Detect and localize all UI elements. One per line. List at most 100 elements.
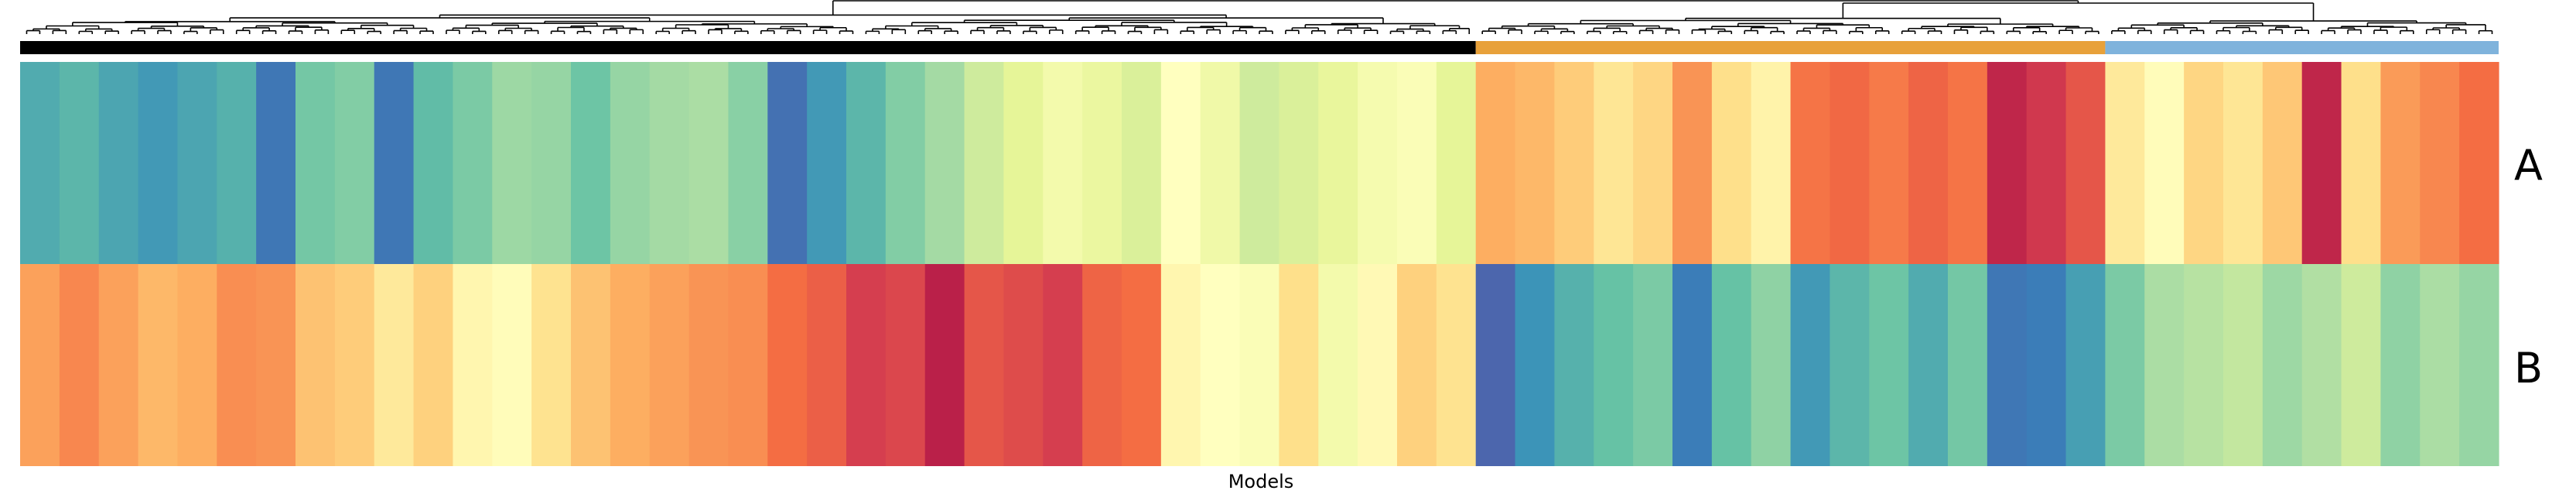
heatmap-cell-a <box>571 62 611 264</box>
heatmap-cell-a <box>531 62 572 264</box>
dendrogram <box>26 0 2493 34</box>
heatmap-cell-a <box>1554 62 1594 264</box>
heatmap-cell-b <box>885 264 926 466</box>
heatmap-cell-a <box>2184 62 2224 264</box>
heatmap-cell-a <box>2459 62 2499 264</box>
heatmap-cell-a <box>807 62 847 264</box>
heatmap-cell-a <box>1515 62 1556 264</box>
heatmap-cell-b <box>846 264 887 466</box>
heatmap-cell-a <box>649 62 690 264</box>
heatmap-cell-b <box>1318 264 1358 466</box>
heatmap-cell-a <box>1318 62 1358 264</box>
heatmap-cell-a <box>1239 62 1280 264</box>
heatmap-cell-a <box>217 62 257 264</box>
row-label-b: B <box>2514 344 2543 393</box>
heatmap-cell-b <box>1948 264 1988 466</box>
heatmap-cell-a <box>1160 62 1201 264</box>
heatmap-cell-a <box>1790 62 1831 264</box>
heatmap-cell-a <box>1122 62 1162 264</box>
heatmap-cell-b <box>1397 264 1437 466</box>
heatmap-cell-a <box>964 62 1005 264</box>
heatmap-cell-b <box>1790 264 1831 466</box>
heatmap-cell-a <box>1279 62 1319 264</box>
heatmap-cell-b <box>2144 264 2185 466</box>
heatmap-cell-a <box>1594 62 1634 264</box>
heatmap-cell-b <box>1987 264 2028 466</box>
heatmap-cell-b <box>688 264 729 466</box>
heatmap-cell-b <box>2420 264 2460 466</box>
heatmap-cell-b <box>453 264 493 466</box>
heatmap-cell-a <box>59 62 100 264</box>
heatmap-cell-b <box>2380 264 2421 466</box>
heatmap-cell-a <box>413 62 454 264</box>
heatmap-cell-a <box>296 62 336 264</box>
heatmap-cell-a <box>885 62 926 264</box>
heatmap-cells <box>20 62 2499 466</box>
heatmap-cell-a <box>1082 62 1122 264</box>
heatmap-cell-a <box>2341 62 2382 264</box>
heatmap-cell-b <box>1830 264 1870 466</box>
heatmap-cell-a <box>1987 62 2028 264</box>
heatmap-cell-b <box>492 264 532 466</box>
heatmap-cell-b <box>2184 264 2224 466</box>
heatmap-cell-b <box>571 264 611 466</box>
heatmap-cell-a <box>846 62 887 264</box>
heatmap-cell-a <box>334 62 375 264</box>
heatmap-cell-b <box>1554 264 1594 466</box>
heatmap-cell-b <box>1200 264 1241 466</box>
heatmap-cell-a <box>1475 62 1516 264</box>
heatmap-cell-b <box>1594 264 1634 466</box>
heatmap-cell-b <box>1160 264 1201 466</box>
heatmap-cell-a <box>1397 62 1437 264</box>
heatmap-cell-a <box>1200 62 1241 264</box>
heatmap-cell-b <box>1043 264 1083 466</box>
heatmap-cell-a <box>2223 62 2263 264</box>
heatmap-cell-b <box>1908 264 1949 466</box>
x-axis-label: Models <box>1228 471 1294 492</box>
heatmap-cell-a <box>1633 62 1673 264</box>
heatmap-cell-a <box>1358 62 1398 264</box>
heatmap-cell-b <box>177 264 217 466</box>
cluster-bar-2 <box>1475 41 2106 54</box>
heatmap-cell-a <box>20 62 60 264</box>
heatmap-cell-b <box>2105 264 2145 466</box>
heatmap-cell-b <box>256 264 296 466</box>
heatmap-cell-b <box>413 264 454 466</box>
heatmap-cell-a <box>1948 62 1988 264</box>
heatmap-cell-b <box>1279 264 1319 466</box>
heatmap-cell-b <box>728 264 768 466</box>
heatmap-cell-a <box>767 62 808 264</box>
heatmap-cell-b <box>964 264 1005 466</box>
heatmap-cell-a <box>374 62 415 264</box>
heatmap-cell-b <box>217 264 257 466</box>
heatmap-cell-b <box>610 264 651 466</box>
heatmap-cell-b <box>1358 264 1398 466</box>
heatmap-cell-b <box>1633 264 1673 466</box>
heatmap-cell-a <box>2105 62 2145 264</box>
heatmap-cell-b <box>1515 264 1556 466</box>
heatmap-cell-b <box>2341 264 2382 466</box>
heatmap-cell-b <box>531 264 572 466</box>
heatmap-cell-b <box>767 264 808 466</box>
heatmap-cell-b <box>1239 264 1280 466</box>
heatmap-cell-a <box>1751 62 1792 264</box>
cluster-bar-1 <box>20 41 1476 54</box>
heatmap-cell-b <box>2065 264 2106 466</box>
cluster-color-bar <box>20 41 2499 54</box>
heatmap-cell-a <box>610 62 651 264</box>
heatmap-cell-a <box>1711 62 1752 264</box>
heatmap-cell-a <box>688 62 729 264</box>
heatmap-cell-b <box>138 264 179 466</box>
heatmap-cell-b <box>1869 264 1909 466</box>
heatmap-cell-b <box>1711 264 1752 466</box>
heatmap-cell-b <box>59 264 100 466</box>
cluster-bar-3 <box>2105 41 2499 54</box>
heatmap-cell-a <box>453 62 493 264</box>
heatmap-cell-a <box>1908 62 1949 264</box>
heatmap-cell-b <box>1436 264 1477 466</box>
heatmap-cell-a <box>177 62 217 264</box>
heatmap-cell-a <box>1672 62 1713 264</box>
heatmap-cell-b <box>374 264 415 466</box>
heatmap-cell-a <box>1003 62 1044 264</box>
